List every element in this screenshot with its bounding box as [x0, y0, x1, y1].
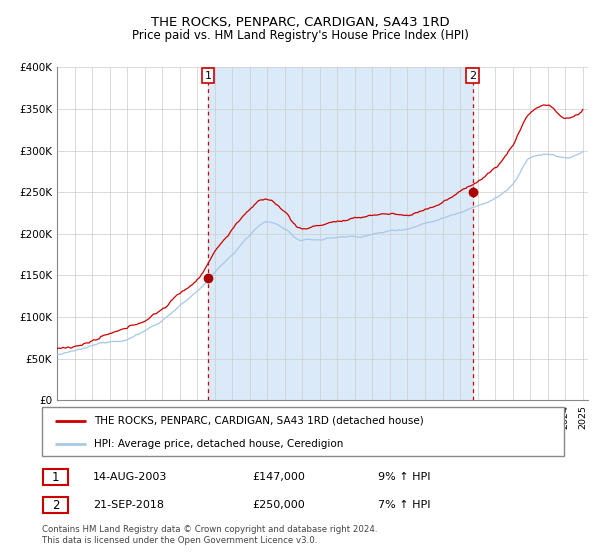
Bar [208, 67, 473, 400]
Text: 7% ↑ HPI: 7% ↑ HPI [378, 500, 431, 510]
Text: £250,000: £250,000 [252, 500, 305, 510]
Text: 2: 2 [52, 498, 59, 512]
Text: 9% ↑ HPI: 9% ↑ HPI [378, 472, 431, 482]
Text: THE ROCKS, PENPARC, CARDIGAN, SA43 1RD (detached house): THE ROCKS, PENPARC, CARDIGAN, SA43 1RD (… [94, 416, 424, 426]
Text: 1: 1 [52, 470, 59, 484]
Text: 21-SEP-2018: 21-SEP-2018 [93, 500, 164, 510]
Text: Price paid vs. HM Land Registry's House Price Index (HPI): Price paid vs. HM Land Registry's House … [131, 29, 469, 42]
Text: THE ROCKS, PENPARC, CARDIGAN, SA43 1RD: THE ROCKS, PENPARC, CARDIGAN, SA43 1RD [151, 16, 449, 29]
Text: Contains HM Land Registry data © Crown copyright and database right 2024.
This d: Contains HM Land Registry data © Crown c… [42, 525, 377, 545]
Text: 14-AUG-2003: 14-AUG-2003 [93, 472, 167, 482]
Text: £147,000: £147,000 [252, 472, 305, 482]
Text: 1: 1 [205, 71, 212, 81]
Text: 2: 2 [469, 71, 476, 81]
Text: HPI: Average price, detached house, Ceredigion: HPI: Average price, detached house, Cere… [94, 439, 344, 449]
